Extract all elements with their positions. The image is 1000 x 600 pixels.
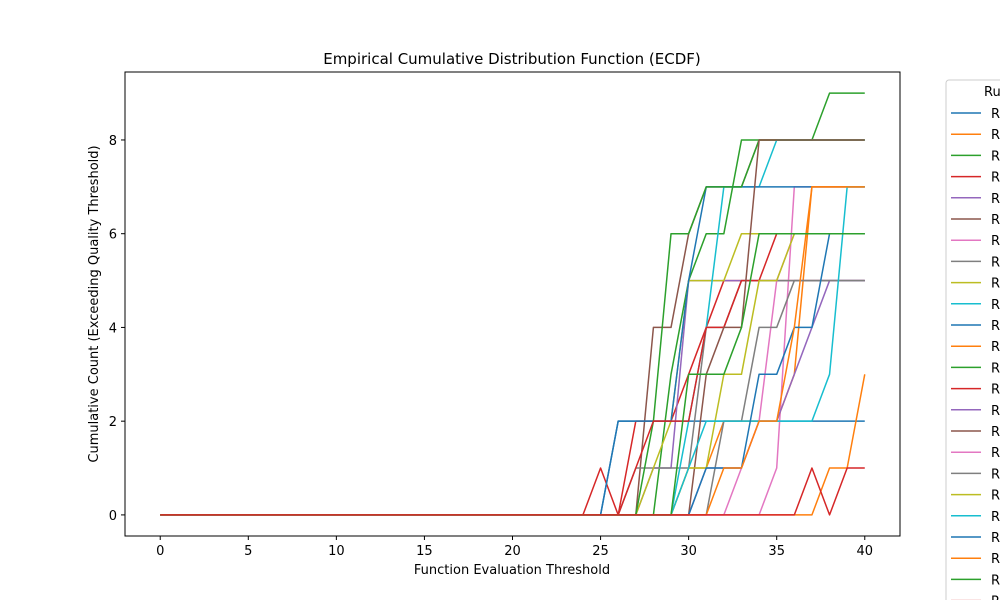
legend-label: R [991, 595, 1000, 600]
series-line-21 [160, 232, 865, 516]
x-axis-label: Function Evaluation Threshold [414, 563, 610, 578]
legend-label: R [991, 277, 1000, 292]
series-line-18 [160, 279, 865, 516]
legend-title: Ru [984, 85, 1000, 100]
legend-label: R [991, 531, 1000, 546]
legend-label: R [991, 510, 1000, 525]
series-line-1 [160, 420, 865, 516]
y-tick-label: 0 [109, 509, 117, 524]
series-line-8 [160, 279, 865, 516]
y-tick-label: 6 [109, 228, 117, 243]
x-tick-label: 0 [156, 544, 164, 559]
x-tick-label: 35 [768, 544, 785, 559]
legend-items: RRRRRRRRRRRRRRRRRRRRRRRR [951, 107, 1000, 600]
legend-label: R [991, 128, 1000, 143]
x-tick-label: 5 [244, 544, 252, 559]
y-tick-label: 2 [109, 415, 117, 430]
legend-label: R [991, 361, 1000, 376]
y-tick-label: 4 [109, 321, 117, 336]
legend-label: R [991, 107, 1000, 122]
series-line-15 [160, 279, 865, 516]
legend-label: R [991, 192, 1000, 207]
x-tick-label: 15 [416, 544, 433, 559]
legend-label: R [991, 319, 1000, 334]
series-line-24 [160, 467, 865, 516]
legend-label: R [991, 489, 1000, 504]
chart-title: Empirical Cumulative Distribution Functi… [323, 50, 701, 68]
series-line-3 [160, 92, 865, 516]
legend-label: R [991, 383, 1000, 398]
series-line-4 [160, 279, 865, 516]
series-lines [160, 92, 866, 516]
series-line-5 [160, 279, 865, 516]
legend-label: R [991, 340, 1000, 355]
plot-frame [124, 71, 901, 537]
x-tick-label: 10 [328, 544, 345, 559]
legend-label: R [991, 171, 1000, 186]
x-tick-label: 25 [592, 544, 609, 559]
legend-label: R [991, 446, 1000, 461]
legend-label: R [991, 552, 1000, 567]
legend-label: R [991, 234, 1000, 249]
y-axis-label: Cumulative Count (Exceeding Quality Thre… [87, 145, 102, 462]
legend-label: R [991, 404, 1000, 419]
legend: Ru RRRRRRRRRRRRRRRRRRRRRRRR [945, 79, 1000, 600]
legend-label: R [991, 298, 1000, 313]
x-tick-label: 30 [680, 544, 697, 559]
x-tick-label: 40 [856, 544, 873, 559]
y-axis-ticks: 0 2 4 6 8 [109, 134, 125, 524]
x-axis-ticks: 0 5 10 15 20 25 30 35 40 [156, 536, 873, 559]
legend-label: R [991, 573, 1000, 588]
legend-label: R [991, 255, 1000, 270]
series-line-2 [160, 374, 866, 516]
legend-label: R [991, 425, 1000, 440]
legend-label: R [991, 467, 1000, 482]
legend-label: R [991, 149, 1000, 164]
legend-label: R [991, 213, 1000, 228]
y-tick-label: 8 [109, 134, 117, 149]
legend-box [945, 79, 1000, 600]
x-tick-label: 20 [504, 544, 521, 559]
